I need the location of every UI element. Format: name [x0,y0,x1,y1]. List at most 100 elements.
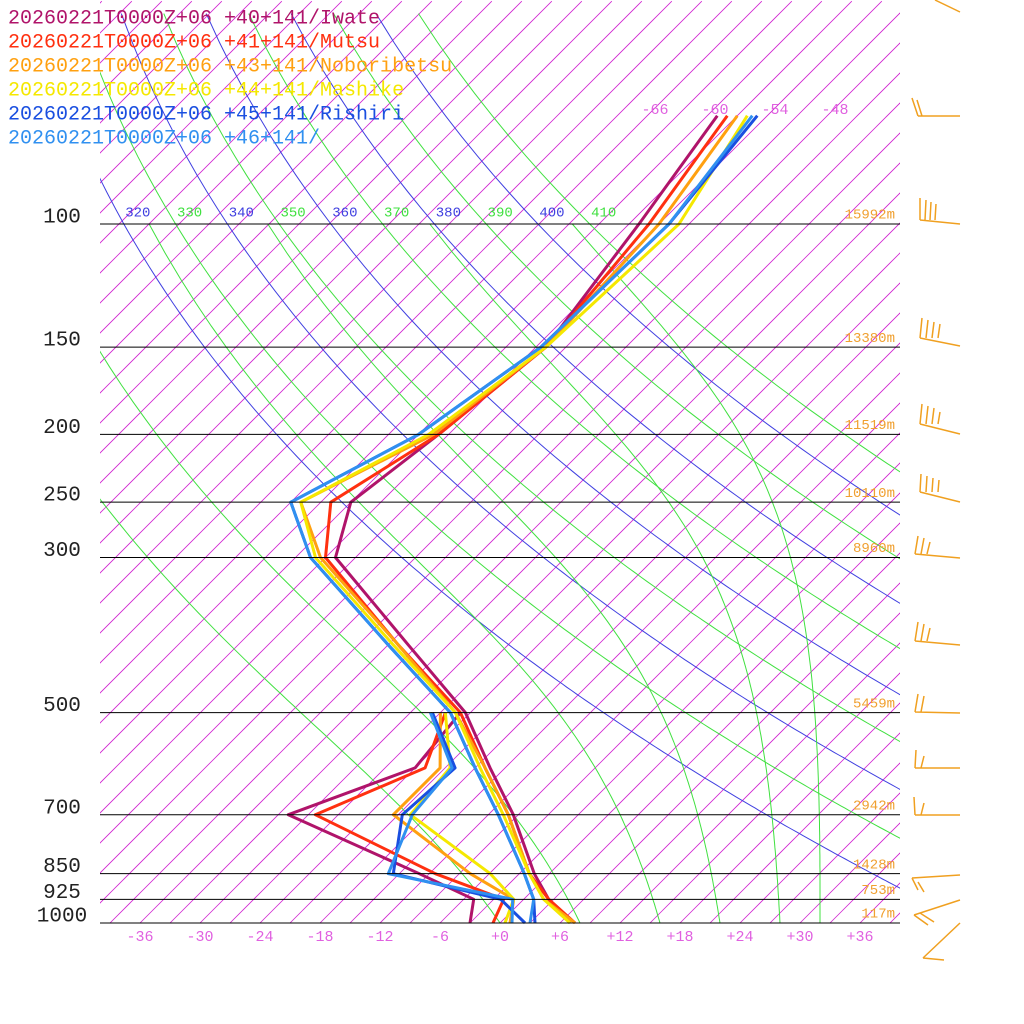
isotherm [829,852,900,924]
height-label: 8960m [853,541,895,557]
dewpoint-line [313,712,506,924]
isotherm [980,1,1024,923]
isotherm [100,0,523,424]
isotherm [100,0,643,544]
theta-label: 380 [436,206,461,222]
isotherm [100,72,900,874]
x-tick-label: -30 [186,929,213,946]
theta-label: 330 [177,206,202,222]
isotherm-label: -48 [821,102,848,119]
isotherm [559,582,900,924]
isotherm-label: -66 [641,102,668,119]
isotherm [769,792,900,924]
temperature-line [289,114,759,924]
height-label: 117m [861,907,895,923]
legend-entry: 20260221T0000Z+06 +46+141/ [8,127,320,150]
theta-label: 340 [229,206,254,222]
isotherm [950,1,1024,923]
dry-adiabat [163,13,900,743]
moist-adiabat [100,350,581,924]
wind-barbs [911,0,961,961]
legend-entry: 20260221T0000Z+06 +43+141/Noboribetsu [8,55,452,78]
dry-adiabat [418,13,900,473]
legend-entry: 20260221T0000Z+06 +44+141/Mashike [8,79,404,102]
isotherm [100,0,403,304]
y-tick-label: 100 [43,207,81,230]
legend-entry: 20260221T0000Z+06 +41+141/Mutsu [8,31,380,54]
height-label: 5459m [853,696,895,712]
dry-adiabat [100,71,900,839]
y-tick-label: 200 [43,417,81,440]
theta-label: 350 [281,206,306,222]
height-label: 15992m [845,208,895,224]
isotherm [100,0,883,784]
dewpoint-line [391,712,527,924]
isotherm [100,0,313,214]
isotherm [379,402,900,924]
isotherm [100,0,703,604]
isotherm [889,912,900,924]
x-tick-label: -36 [126,929,153,946]
isotherm [100,0,463,364]
dry-adiabat [333,13,900,560]
isotherm [589,612,900,924]
legend-entry: 20260221T0000Z+06 +40+141/Iwate [8,7,380,30]
x-tick-label: +6 [551,929,569,946]
dry-adiabat [248,13,900,650]
x-tick-label: -6 [431,929,449,946]
theta-label: 320 [125,206,150,222]
isotherm-label: -60 [701,102,728,119]
y-tick-label: 500 [43,695,81,718]
isotherm [529,552,900,924]
x-tick-label: -18 [306,929,333,946]
dry-adiabat [375,13,900,516]
isotherm [100,0,373,274]
y-tick-label: 700 [43,797,81,820]
height-label: 10110m [845,486,895,502]
y-tick-label: 300 [43,540,81,563]
isotherm [100,0,823,724]
height-label: 753m [861,883,895,899]
dry-adiabat [120,13,900,790]
dry-adiabat [100,177,900,889]
height-label: 11519m [845,418,895,434]
isotherm [100,0,433,334]
grid [100,0,1024,924]
height-label: 2942m [853,798,895,814]
isotherm [319,342,900,924]
isotherm [1010,1,1024,923]
isotherm [739,762,900,924]
x-tick-label: +18 [666,929,693,946]
isotherm [100,12,900,814]
isotherm [139,162,900,924]
y-tick-label: 150 [43,330,81,353]
isotherm [100,0,733,634]
isotherm [619,642,900,924]
theta-label: 390 [488,206,513,222]
height-label: 1428m [853,857,895,873]
dewpoint-line [386,712,515,924]
isotherm [100,0,673,574]
isotherm [920,1,1024,923]
x-tick-label: -24 [246,929,273,946]
x-tick-label: +30 [786,929,813,946]
dry-adiabat [205,13,900,696]
y-tick-label: 1000 [37,906,87,929]
x-tick-label: +24 [726,929,753,946]
theta-label: 400 [539,206,564,222]
labels: 320 330 340 350 360 370 380 390 400 410 -66 -60 -54 -… [8,7,900,946]
x-tick-label: +36 [846,929,873,946]
isotherm [100,0,763,664]
isotherm [469,492,900,924]
isotherm [649,672,900,924]
isotherm-label: -54 [761,102,788,119]
isotherm [289,312,900,924]
y-tick-label: 925 [43,882,81,905]
isotherm [709,732,900,924]
x-tick-label: +0 [491,929,509,946]
isotherm [409,432,900,924]
isotherm [100,0,793,694]
theta-label: 360 [332,206,357,222]
isotherm [100,0,343,244]
